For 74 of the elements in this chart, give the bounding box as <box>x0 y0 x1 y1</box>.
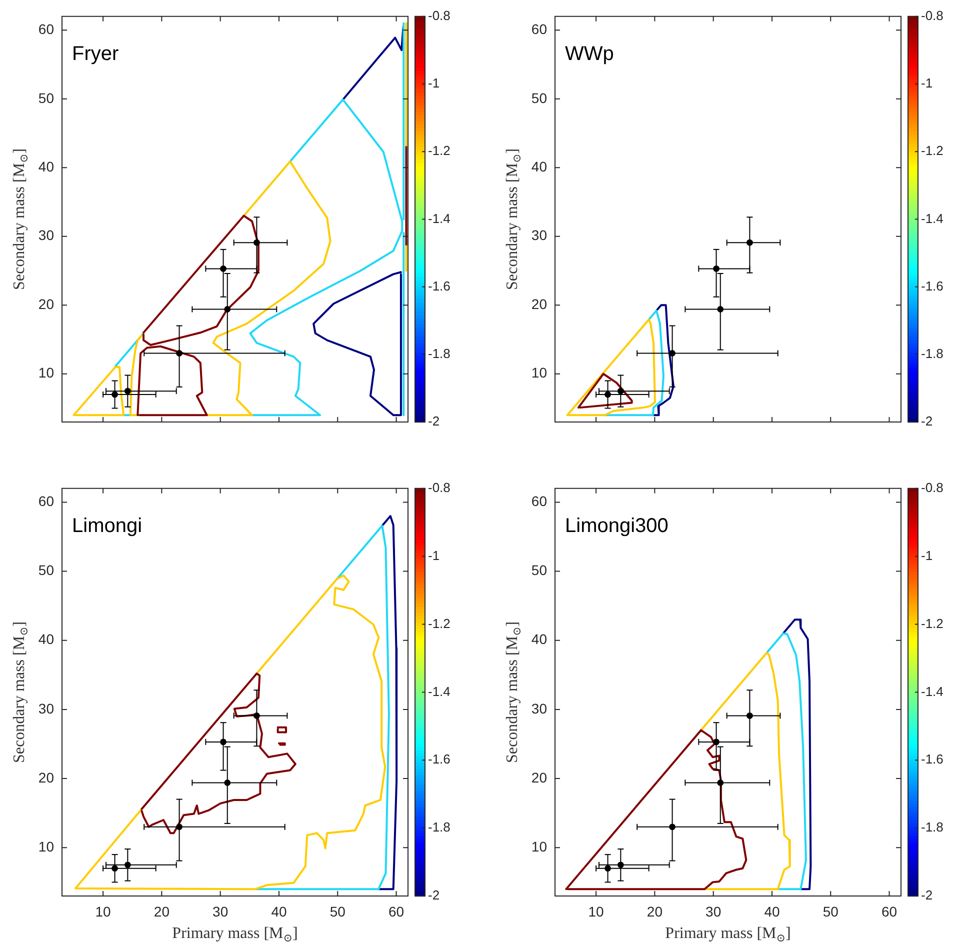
color-bar-label: -1 <box>921 548 933 563</box>
y-tick-label: 10 <box>531 838 548 854</box>
color-bar-label: -1.6 <box>921 278 944 294</box>
x-tick-label: 60 <box>881 903 898 920</box>
x-axis-title: Primary mass [M⊙] <box>172 925 298 944</box>
y-axis-title: Secondary mass [M⊙] <box>11 148 31 290</box>
color-bar-label: -1.8 <box>428 820 450 835</box>
text: Limongi300 <box>565 514 668 537</box>
color-bar-label: -2 <box>921 414 933 429</box>
color-bar-label: -1.4 <box>428 210 450 226</box>
color-bar-label: -0.8 <box>921 480 944 495</box>
x-tick-label: 30 <box>212 903 228 920</box>
color-bar-label: -1.6 <box>428 752 450 767</box>
y-tick-label: 10 <box>38 838 54 854</box>
x-tick-label: 20 <box>154 903 170 920</box>
y-tick-label: 40 <box>38 631 54 648</box>
color-bar-label: -1.6 <box>921 752 944 767</box>
color-bar-label: -1 <box>428 548 440 563</box>
color-bar-label: -1.2 <box>428 143 450 158</box>
color-bar-label: -2 <box>428 414 440 429</box>
color-bar-label: -1.2 <box>921 616 944 631</box>
y-tick-label: 30 <box>38 700 54 716</box>
color-bar-label: -1.4 <box>921 210 944 226</box>
color-bar-label: -1.2 <box>921 143 944 158</box>
color-bar-label: -1.4 <box>921 684 944 699</box>
y-tick-label: 40 <box>531 631 548 648</box>
y-tick-label: 50 <box>38 90 54 106</box>
color-bar-label: -1.8 <box>428 346 450 361</box>
y-tick-label: 50 <box>531 90 548 106</box>
y-tick-label: 40 <box>38 158 54 174</box>
y-axis-title: Secondary mass [M⊙] <box>11 621 31 764</box>
y-axis-title: Secondary mass [M⊙] <box>504 148 524 290</box>
y-tick-label: 20 <box>38 296 54 312</box>
color-bar-label: -0.8 <box>428 480 450 495</box>
x-tick-label: 10 <box>95 903 112 920</box>
y-tick-label: 20 <box>531 769 548 786</box>
color-bar-label: -2 <box>921 888 933 903</box>
y-tick-label: 30 <box>38 227 54 244</box>
y-tick-label: 20 <box>531 296 548 312</box>
text: WWp <box>565 42 614 65</box>
y-tick-label: 20 <box>38 769 54 786</box>
color-bar-label: -1.8 <box>921 346 944 361</box>
x-tick-label: 40 <box>271 903 287 920</box>
color-bar-label: -1.6 <box>428 278 450 294</box>
y-axis-title: Secondary mass [M⊙] <box>504 621 524 764</box>
y-tick-label: 50 <box>38 562 54 578</box>
color-bar-label: -1 <box>921 76 933 91</box>
color-bar-label: -1 <box>428 76 440 91</box>
x-axis-title: Primary mass [M⊙] <box>665 925 791 944</box>
y-tick-label: 50 <box>531 562 548 578</box>
x-tick-label: 20 <box>646 903 663 920</box>
y-tick-label: 30 <box>531 227 548 244</box>
y-tick-label: 60 <box>38 21 54 38</box>
color-bar-label: -1.4 <box>428 684 450 699</box>
y-tick-label: 60 <box>531 21 548 38</box>
y-tick-label: 60 <box>531 493 548 510</box>
x-tick-label: 50 <box>822 903 839 920</box>
color-bar-label: -0.8 <box>428 8 450 23</box>
color-bar-label: -2 <box>428 888 440 903</box>
color-bar-label: -1.2 <box>428 616 450 631</box>
x-tick-label: 30 <box>706 903 722 920</box>
y-tick-label: 10 <box>531 364 548 381</box>
y-tick-label: 60 <box>38 493 54 510</box>
text: Limongi <box>72 514 142 537</box>
y-tick-label: 40 <box>531 158 548 174</box>
y-tick-label: 30 <box>531 700 548 716</box>
y-tick-label: 10 <box>38 364 54 381</box>
x-tick-label: 40 <box>764 903 780 920</box>
text: Fryer <box>72 42 119 65</box>
x-tick-label: 10 <box>588 903 604 920</box>
color-bar-label: -0.8 <box>921 8 944 23</box>
x-tick-label: 60 <box>388 903 404 920</box>
x-tick-label: 50 <box>330 903 346 920</box>
color-bar-label: -1.8 <box>921 820 944 835</box>
